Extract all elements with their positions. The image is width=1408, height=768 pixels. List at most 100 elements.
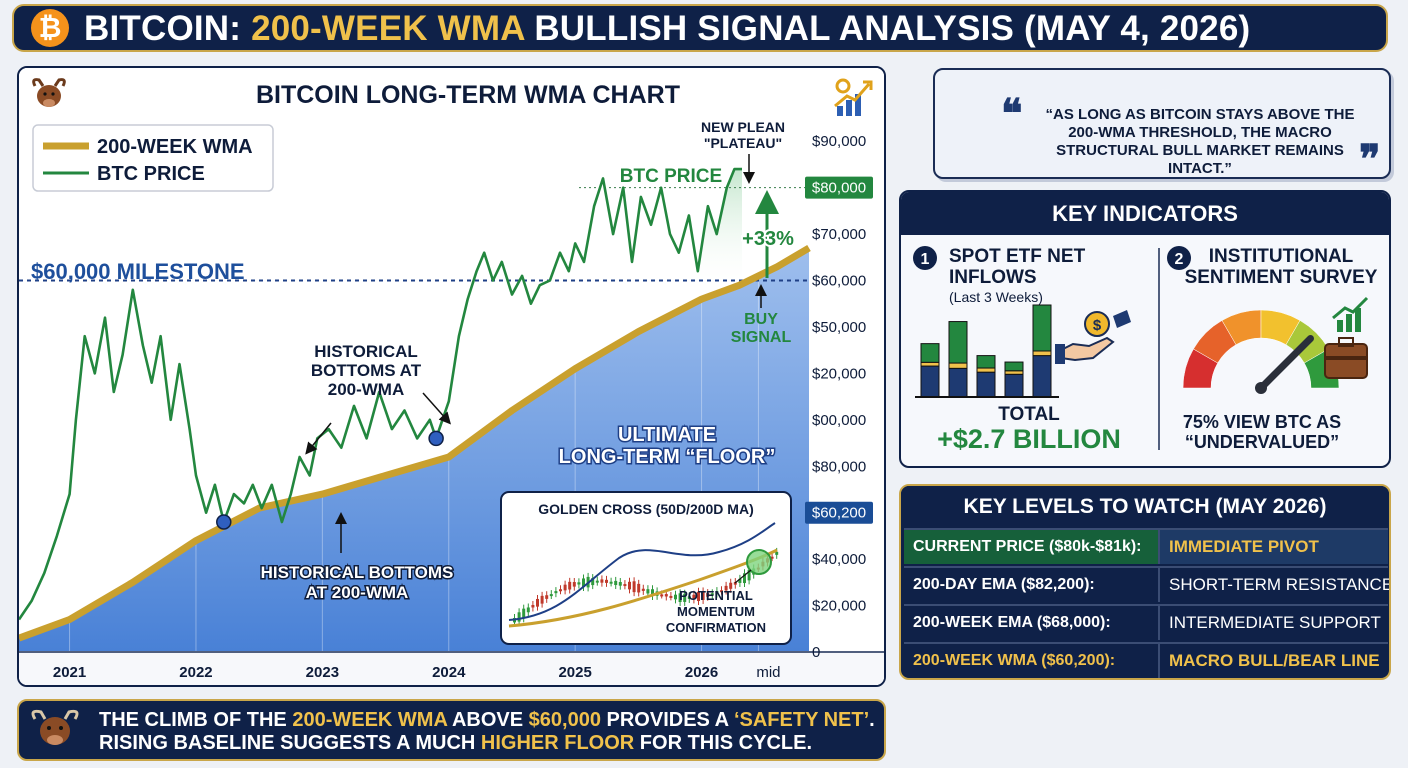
footer-text-2: ABOVE [447,709,529,731]
etf-bar-chart [920,304,1052,398]
etf-bar-3-yellow [976,367,996,373]
open-quote-icon: ❝ [1001,90,1023,137]
inset-cross-marker [746,549,772,575]
money-hand-icon: $ [1055,310,1131,364]
level-row-200w-wma: 200-WEEK WMA ($60,200): MACRO BULL/BEAR … [904,642,1388,678]
golden-cross-inset: GOLDEN CROSS (50D/200D MA) POTENTIAL MOM… [500,491,792,645]
level-row-200d: 200-DAY EMA ($82,200): SHORT-TERM RESIST… [904,566,1389,602]
inset-candle-30 [651,589,654,596]
inset-label-line1: POTENTIAL [679,588,753,603]
level-row-current-label: CURRENT PRICE ($80k-$81k): [904,530,1160,564]
title-part2: BULLISH SIGNAL ANALYSIS (MAY 4, 2026) [524,9,1251,48]
y-tick-6: $00,000 [812,412,866,429]
inset-candle-48 [733,582,737,585]
wma-line [19,244,811,642]
y-tick-4: $50,000 [812,319,866,336]
level-row-200w-ema-note: INTERMEDIATE SUPPORT [1169,613,1381,632]
item1-number-badge [913,246,937,270]
inset-candle-19 [600,579,604,583]
inset-candle-47 [729,582,733,589]
etf-bar-5-navy [1032,355,1052,398]
legend-btc-label: BTC PRICE [97,163,205,185]
inset-candle-35 [674,594,677,600]
key-indicators-title: KEY INDICATORS [901,192,1389,235]
etf-bar-2-green [948,321,968,364]
floor-label-line2: LONG-TERM “FLOOR” [559,446,776,468]
item1-subtitle: (Last 3 Weeks) [949,289,1043,305]
price-tag-80k-text: $80,000 [812,180,866,197]
floor-label-line1: ULTIMATE [618,424,716,446]
inset-candle-12 [568,581,572,590]
x-tick-2023: 2023 [306,664,339,681]
inset-candle-32 [660,594,664,597]
level-row-current: CURRENT PRICE ($80k-$81k): IMMEDIATE PIV… [904,528,1388,564]
main-chart-panel: BITCOIN LONG-TERM WMA CHART 200-WEEK WMA… [17,66,886,687]
x-tick-2026: 2026 [685,664,718,681]
inset-candle-5 [536,598,539,607]
inset-candle-14 [577,582,581,585]
total-value: +$2.7 BILLION [937,424,1121,454]
item1-number: 1 [921,251,930,268]
footer-text-4: . RISING BASELINE SUGGESTS A MUCH [99,709,875,754]
milestone-label: $60,000 MILESTONE [31,259,245,284]
inset-candle-43 [710,593,714,596]
inset-candle-29 [646,589,650,594]
etf-bar-1-yellow [920,361,940,367]
inset-candle-15 [582,578,585,588]
item2-number-badge [1167,246,1191,270]
quote-box: ❝ “AS LONG AS BITCOIN STAYS ABOVE THE 20… [933,68,1391,183]
footer-text: THE CLIMB OF THE 200-WEEK WMA ABOVE $60,… [99,709,879,755]
key-indicators-panel: KEY INDICATORS 1 SPOT ETF NET INFLOWS (L… [899,190,1391,468]
level-row-200d-label: 200-DAY EMA ($82,200): [904,568,1160,602]
etf-bar-5-green [1032,304,1052,352]
etf-bar-3-navy [976,371,996,398]
footer-text-3: PROVIDES A [600,709,734,731]
etf-bar-2-yellow [948,362,968,369]
inset-candle-4 [531,604,535,608]
x-axis-band [19,651,884,685]
item2-number: 2 [1175,251,1184,268]
plateau-label-line2: "PLATEAU" [704,135,782,151]
inset-label-line2: MOMENTUM [677,604,755,619]
inset-candle-10 [559,589,562,592]
main-chart: BITCOIN LONG-TERM WMA CHART 200-WEEK WMA… [19,68,884,685]
briefcase-growth-icon [1324,296,1369,379]
inset-candle-37 [683,593,687,602]
bitcoin-icon: ₿ [31,9,69,47]
footer-highlight-3: ‘SAFETY NET’ [733,709,870,731]
etf-bar-4-green [1004,361,1024,372]
inset-candle-24 [623,584,627,587]
title-highlight: 200-WEEK WMA [251,9,525,48]
inset-candle-23 [618,582,622,586]
gauge-needle [1257,335,1314,392]
y-tick-10: $20,000 [812,598,866,615]
price-tag-60k: $60,200 [805,501,873,524]
hist-bottom-line1: HISTORICAL BOTTOMS [261,563,454,582]
bull-icon [32,78,66,107]
price-tag-60k-text: $60,200 [812,505,866,522]
footer-highlight-1: 200-WEEK WMA [292,709,448,731]
item2-title-line2: SENTIMENT SURVEY [1185,267,1378,288]
inset-candle-20 [605,579,608,583]
header-banner: ₿ BITCOIN: 200-WEEK WMA BULLISH SIGNAL A… [12,4,1388,52]
price-tag-80k: $80,000 [805,176,873,199]
inset-candle-3 [526,607,530,613]
quote-text: “AS LONG AS BITCOIN STAYS ABOVE THE 200-… [1045,106,1355,177]
inset-candle-17 [591,578,595,586]
inset-title: GOLDEN CROSS (50D/200D MA) [538,501,753,517]
inset-candle-11 [563,584,567,591]
item2-title-line1: INSTITUTIONAL [1209,246,1354,267]
gauge-hub [1255,382,1267,394]
x-tick-2024: 2024 [432,664,466,681]
hist-top-arrow-left [305,422,332,455]
inset-candle-18 [595,580,599,583]
item1-title-line1: SPOT ETF NET [949,246,1086,267]
inset-candle-1 [517,612,521,622]
close-quote-icon: ❞ [1359,136,1381,183]
legend: 200-WEEK WMA BTC PRICE [32,124,274,192]
inset-candle-57 [775,551,779,555]
bottom-point-2 [428,430,444,447]
item2-result-line1: 75% VIEW BTC AS [1183,412,1341,432]
buy-signal-line2: SIGNAL [731,329,792,346]
etf-bar-1-green [920,343,940,363]
